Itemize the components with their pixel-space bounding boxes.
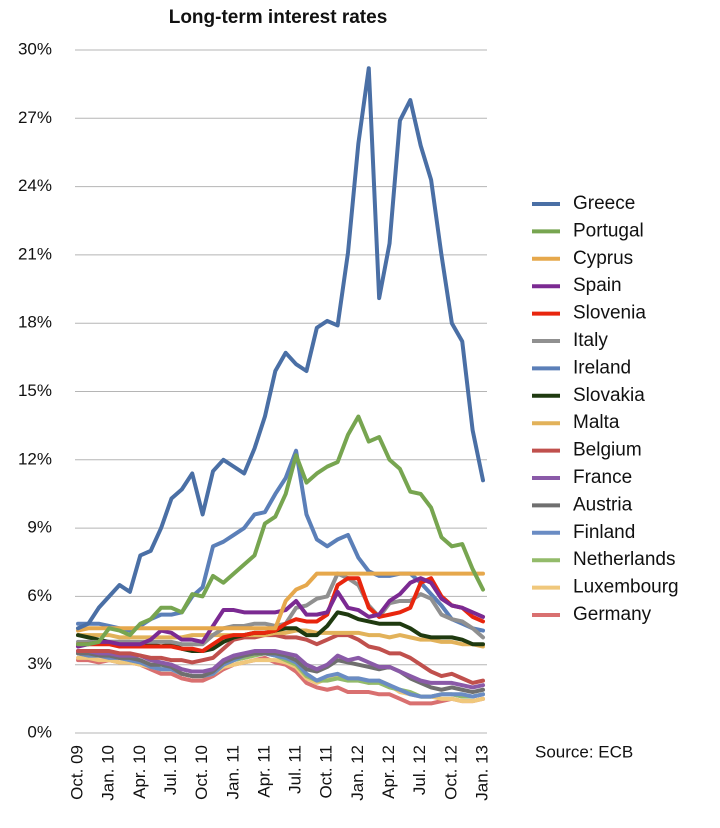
series-line — [76, 633, 485, 685]
y-tick-label: 12% — [18, 449, 52, 468]
legend-label: Spain — [573, 275, 622, 296]
y-tick-label: 15% — [18, 381, 52, 400]
y-tick-label: 24% — [18, 176, 52, 195]
legend-label: Netherlands — [573, 549, 675, 570]
series-line — [76, 414, 485, 647]
legend-label: Austria — [573, 494, 633, 515]
legend-label: France — [573, 467, 632, 488]
series-line — [76, 448, 485, 633]
y-tick-label: 6% — [27, 586, 52, 605]
legend-label: Luxembourg — [573, 577, 679, 598]
series-line — [76, 651, 485, 699]
series-line — [76, 651, 485, 695]
x-tick-label: Jul. 12 — [410, 745, 429, 795]
legend-label: Malta — [573, 412, 620, 433]
legend-label: Ireland — [573, 357, 631, 378]
y-tick-label: 18% — [18, 313, 52, 332]
x-tick-label: Oct. 12 — [441, 745, 460, 800]
legend-label: Slovenia — [573, 303, 646, 324]
x-tick-label: Jul. 11 — [286, 745, 305, 794]
source-note: Source: ECB — [535, 742, 633, 761]
y-tick-label: 3% — [27, 654, 52, 673]
series-line — [76, 628, 485, 649]
y-tick-label: 9% — [27, 518, 52, 537]
y-tick-label: 27% — [18, 108, 52, 127]
y-tick-label: 0% — [27, 722, 52, 741]
series-line — [76, 66, 485, 631]
series-line — [76, 571, 485, 633]
legend-label: Greece — [573, 193, 635, 214]
x-tick-label: Apr. 12 — [379, 745, 398, 799]
x-tick-label: Jan. 13 — [472, 745, 491, 801]
x-tick-label: Jul. 10 — [161, 745, 180, 795]
x-tick-label: Jan. 11 — [223, 745, 242, 800]
legend-label: Slovakia — [573, 385, 645, 406]
chart-title: Long-term interest rates — [169, 7, 388, 28]
y-tick-label: 21% — [18, 244, 52, 263]
legend-label: Portugal — [573, 220, 644, 241]
legend-label: Germany — [573, 604, 652, 625]
legend-label: Finland — [573, 522, 635, 543]
x-tick-label: Oct. 09 — [67, 745, 86, 800]
legend-label: Cyprus — [573, 248, 633, 269]
legend-label: Belgium — [573, 440, 642, 461]
x-tick-label: Oct. 11 — [317, 745, 336, 799]
series-line — [76, 576, 485, 654]
y-tick-label: 30% — [18, 39, 52, 58]
x-tick-label: Apr. 10 — [130, 745, 149, 799]
x-tick-label: Oct. 10 — [192, 745, 211, 800]
x-tick-label: Jan. 12 — [348, 745, 367, 801]
x-tick-label: Apr. 11 — [254, 745, 273, 798]
x-tick-label: Jan. 10 — [99, 745, 118, 801]
legend-label: Italy — [573, 330, 608, 351]
